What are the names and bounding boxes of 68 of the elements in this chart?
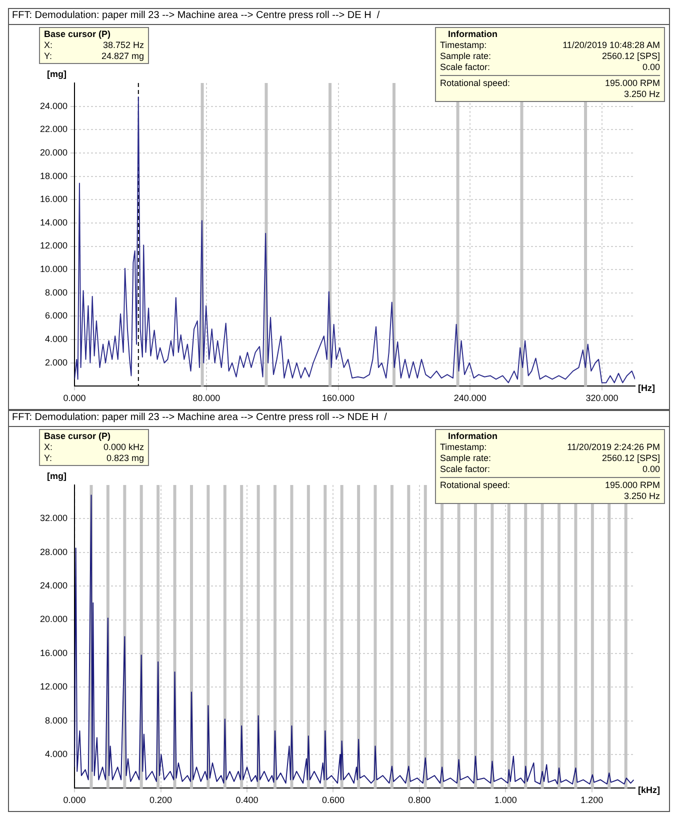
text: X: xyxy=(44,40,53,51)
text: Y: xyxy=(44,453,52,464)
y-tick-label: 24.000 xyxy=(40,580,68,591)
annotation: 195.000 RPM xyxy=(604,480,660,491)
y-tick-label: 10.000 xyxy=(40,264,68,274)
text: 0.823 mg xyxy=(106,453,144,464)
text: 11/20/2019 2:24:26 PM xyxy=(567,442,660,453)
text: X: xyxy=(44,442,53,453)
text: Scale factor: xyxy=(440,464,490,475)
x-tick-label: 80.000 xyxy=(192,393,220,404)
text: Scale factor: xyxy=(440,62,490,73)
text: Timestamp: xyxy=(440,442,487,453)
chart-title: FFT: Demodulation: paper mill 23 --> Machine area --> Centre press roll --> NDE H / xyxy=(9,411,669,427)
annotation: 3.250 Hz xyxy=(622,491,660,502)
y-tick-label: 6.000 xyxy=(44,310,68,321)
y-tick-label: 4.000 xyxy=(44,748,68,759)
x-tick-label: 0.200 xyxy=(149,795,172,806)
annotation: Rotational speed: xyxy=(440,78,510,89)
chart-title: FFT: Demodulation: paper mill 23 --> Machine area --> Centre press roll --> DE H / xyxy=(9,9,669,25)
text: Base cursor (P) xyxy=(44,29,112,40)
x-tick-label: 160.000 xyxy=(322,393,355,404)
y-axis-title: [mg] xyxy=(47,470,67,481)
y-tick-label: 12.000 xyxy=(40,682,68,692)
text: 38.752 Hz xyxy=(102,40,144,51)
y-tick-label: 20.000 xyxy=(40,147,68,158)
text: Timestamp: xyxy=(440,40,487,51)
y-tick-label: 18.000 xyxy=(40,170,68,181)
x-tick-label: 240.000 xyxy=(454,393,486,404)
y-tick-label: 12.000 xyxy=(40,240,68,251)
text: 0.00 xyxy=(642,62,660,73)
y-tick-label: 24.000 xyxy=(40,100,68,111)
y-tick-label: 22.000 xyxy=(40,124,68,134)
text: Sample rate: xyxy=(440,51,492,62)
x-axis-title: [Hz] xyxy=(638,383,655,394)
y-tick-label: 2.000 xyxy=(44,357,68,368)
x-tick-label: 0.600 xyxy=(322,795,344,806)
y-tick-label: 28.000 xyxy=(40,546,68,557)
y-tick-label: 8.000 xyxy=(44,715,68,726)
x-tick-label: 0.000 xyxy=(63,795,86,806)
x-tick-label: 0.000 xyxy=(63,393,86,404)
text: 2560.12 [SPS] xyxy=(602,453,660,464)
annotation: Rotational speed: xyxy=(440,480,510,491)
text: 2560.12 [SPS] xyxy=(602,51,660,62)
text: Y: xyxy=(44,51,52,62)
y-tick-label: 32.000 xyxy=(40,513,68,524)
text: Sample rate: xyxy=(440,453,492,464)
text: Base cursor (P) xyxy=(44,431,112,442)
x-axis-title: [kHz] xyxy=(638,785,660,796)
x-tick-label: 0.400 xyxy=(236,795,258,806)
x-tick-label: 0.800 xyxy=(408,795,431,806)
text: 0.000 kHz xyxy=(103,442,144,453)
y-axis-title: [mg] xyxy=(47,68,67,79)
y-tick-label: 4.000 xyxy=(44,334,68,344)
text: 24.827 mg xyxy=(101,51,144,62)
y-tick-label: 8.000 xyxy=(44,287,68,298)
x-tick-label: 320.000 xyxy=(586,393,618,404)
x-tick-label: 1.200 xyxy=(580,795,604,806)
annotation: 195.000 RPM xyxy=(604,78,660,89)
text: Information xyxy=(447,431,498,442)
y-tick-label: 16.000 xyxy=(40,648,68,658)
y-tick-label: 14.000 xyxy=(40,217,68,228)
text: 11/20/2019 10:48:28 AM xyxy=(562,40,660,51)
text: 0.00 xyxy=(642,464,660,475)
text: Information xyxy=(447,29,498,40)
annotation: 3.250 Hz xyxy=(622,89,660,100)
x-tick-label: 1.000 xyxy=(494,795,517,806)
y-tick-label: 16.000 xyxy=(40,194,68,204)
y-tick-label: 20.000 xyxy=(40,614,68,624)
